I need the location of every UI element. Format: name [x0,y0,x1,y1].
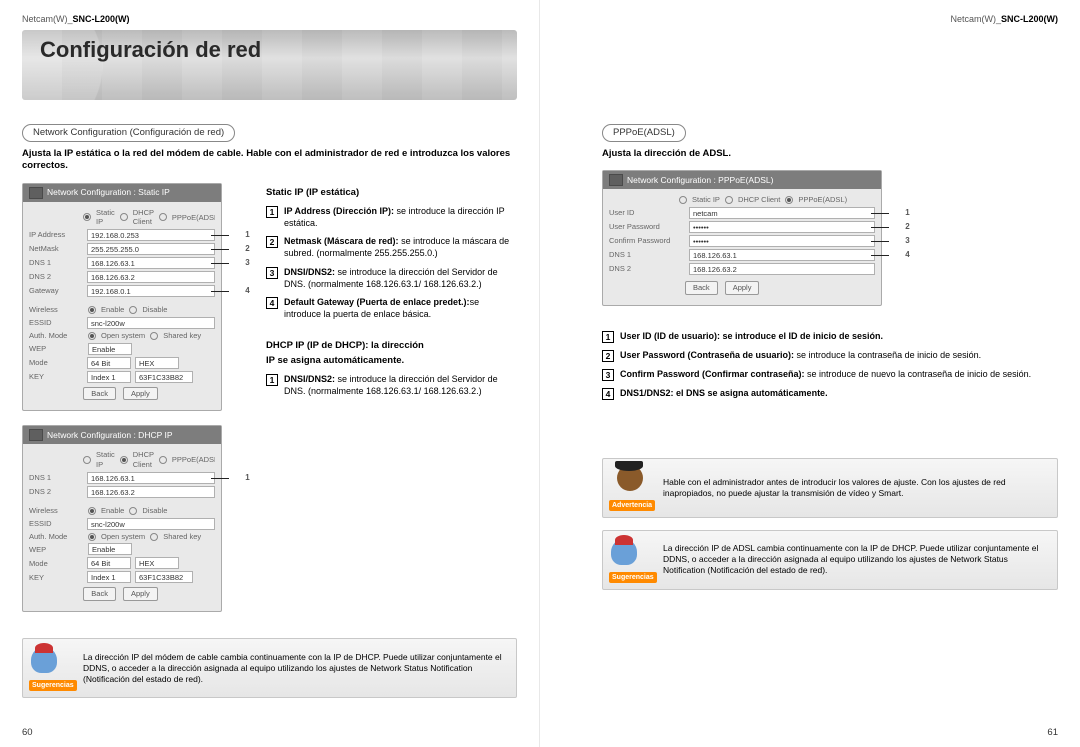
back-button[interactable]: Back [685,281,718,295]
apply-button[interactable]: Apply [123,587,158,601]
panel-header: Network Configuration : Static IP [23,184,221,202]
tip-box-right: Sugerencias La dirección IP de ADSL camb… [602,530,1058,590]
page-number-left: 60 [22,727,33,739]
apply-button[interactable]: Apply [123,387,158,401]
panel-icon [29,187,43,199]
radio-static[interactable] [83,213,91,221]
mask-input[interactable]: 255.255.255.0 [87,243,215,255]
userpw-input[interactable]: •••••• [689,221,875,233]
panel-title: Network Configuration : Static IP [47,187,170,198]
pppoe-item-list: 1User ID (ID de usuario): se introduce e… [602,330,1058,400]
panel-title: Network Configuration : DHCP IP [47,430,173,441]
section-pill-left: Network Configuration (Configuración de … [22,124,235,142]
static-item-list: 1IP Address (Dirección IP): se introduce… [266,205,517,320]
gw-input[interactable]: 192.168.0.1 [87,285,215,297]
back-button[interactable]: Back [83,587,116,601]
tip-text: La dirección IP de ADSL cambia continuam… [663,543,1047,576]
confirmpw-input[interactable]: •••••• [689,235,875,247]
page-right: Netcam(W)_SNC-L200(W) PPPoE(ADSL) Ajusta… [540,0,1080,747]
warning-text: Hable con el administrador antes de intr… [663,477,1047,499]
tip-box-left: Sugerencias La dirección IP del módem de… [22,638,517,698]
radio-dhcp[interactable] [120,213,128,221]
panel-icon [609,174,623,186]
header-model: SNC-L200(W) [73,14,130,24]
intro-left: Ajusta la IP estática o la red del módem… [22,148,517,173]
banner-title: Configuración de red [40,36,261,65]
tip-icon: Sugerencias [609,537,655,583]
section-pill-right: PPPoE(ADSL) [602,124,686,142]
page-spread: Netcam(W)_SNC-L200(W) Configuración de r… [0,0,1080,747]
dns1-input[interactable]: 168.126.63.1 [87,257,215,269]
static-ip-panel: Network Configuration : Static IP Static… [22,183,222,412]
header-right: Netcam(W)_SNC-L200(W) [562,14,1058,26]
sub-dhcp-b: IP se asigna automáticamente. [266,355,517,367]
sub-static: Static IP (IP estática) [266,187,517,199]
panel-icon [29,429,43,441]
ip-input[interactable]: 192.168.0.253 [87,229,215,241]
intro-right: Ajusta la dirección de ADSL. [602,148,1058,160]
page-number-right: 61 [1047,727,1058,739]
dhcp-panel: Network Configuration : DHCP IP Static I… [22,425,222,612]
apply-button[interactable]: Apply [725,281,760,295]
essid-input[interactable]: snc-l200w [87,317,215,329]
banner: Configuración de red [22,30,517,100]
tip-text: La dirección IP del módem de cable cambi… [83,652,506,685]
dns2-input[interactable]: 168.126.63.2 [87,271,215,283]
panel-title: Network Configuration : PPPoE(ADSL) [627,175,773,186]
page-left: Netcam(W)_SNC-L200(W) Configuración de r… [0,0,540,747]
sub-dhcp-a: DHCP IP (IP de DHCP): la dirección [266,340,517,352]
userid-input[interactable]: netcam [689,207,875,219]
radio-pppoe[interactable] [159,213,167,221]
warning-icon: Advertencia [609,465,655,511]
pppoe-panel: Network Configuration : PPPoE(ADSL) Stat… [602,170,882,306]
header-left: Netcam(W)_SNC-L200(W) [22,14,517,26]
tip-icon: Sugerencias [29,645,75,691]
radio-row: Static IP DHCP Client PPPoE(ADSL) [83,208,215,228]
header-brand: Netcam(W)_ [22,14,73,24]
back-button[interactable]: Back [83,387,116,401]
warning-box: Advertencia Hable con el administrador a… [602,458,1058,518]
